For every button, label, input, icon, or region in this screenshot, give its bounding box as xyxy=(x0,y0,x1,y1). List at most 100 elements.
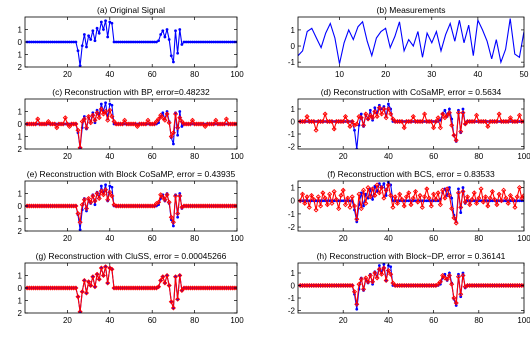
data-point xyxy=(166,199,172,205)
data-point xyxy=(363,275,369,281)
data-point xyxy=(358,276,364,282)
data-point xyxy=(176,51,180,55)
y-tick-label: 1 xyxy=(291,269,296,278)
data-point xyxy=(453,300,459,306)
y-tick-label: 2 xyxy=(18,309,23,318)
x-tick-label: 80 xyxy=(190,316,199,325)
data-point xyxy=(104,183,107,187)
data-point xyxy=(29,40,33,44)
data-point xyxy=(89,202,93,205)
subplot-6: (f) Reconstruction with BCS, error = 0.8… xyxy=(288,169,530,243)
y-tick-label: -2 xyxy=(288,223,296,232)
data-point xyxy=(188,40,192,44)
data-point xyxy=(158,277,164,284)
data-point xyxy=(78,228,82,231)
data-point xyxy=(359,276,363,280)
data-point xyxy=(388,111,394,117)
data-point xyxy=(151,203,157,209)
data-point xyxy=(158,112,164,118)
data-point xyxy=(453,137,459,143)
x-tick-label: 100 xyxy=(230,70,244,79)
data-point xyxy=(474,112,480,118)
data-point xyxy=(156,284,162,290)
data-point xyxy=(453,220,459,226)
data-point xyxy=(347,123,353,130)
data-point xyxy=(104,101,107,105)
data-point xyxy=(399,196,405,202)
data-point xyxy=(159,33,163,36)
data-point xyxy=(311,118,317,125)
data-point xyxy=(63,40,67,44)
data-point xyxy=(521,282,524,289)
x-tick-label: 20 xyxy=(339,152,348,161)
data-point xyxy=(73,121,79,127)
data-point xyxy=(70,40,74,44)
data-point xyxy=(435,190,441,196)
data-point xyxy=(88,120,94,126)
data-point xyxy=(155,40,158,44)
data-point xyxy=(234,285,237,291)
data-point xyxy=(177,115,183,121)
data-point xyxy=(331,188,337,195)
series-1 xyxy=(25,19,237,67)
data-point xyxy=(516,112,523,118)
data-point xyxy=(82,33,86,36)
data-point xyxy=(75,294,81,300)
data-point xyxy=(119,40,122,44)
series-1 xyxy=(298,102,524,149)
data-point xyxy=(440,272,446,279)
data-point xyxy=(77,219,83,225)
x-tick-label: 80 xyxy=(474,234,483,243)
data-point xyxy=(521,118,524,125)
data-point xyxy=(86,113,92,120)
x-tick-label: 80 xyxy=(474,152,483,161)
data-point xyxy=(356,281,362,287)
data-point xyxy=(514,194,520,200)
data-point xyxy=(459,211,463,214)
data-point xyxy=(457,187,460,191)
data-point xyxy=(449,122,455,128)
subplot-title: (g) Reconstruction with CluSS, error = 0… xyxy=(36,251,227,261)
data-point xyxy=(127,40,131,44)
x-tick-label: 60 xyxy=(429,152,438,161)
data-point xyxy=(144,40,148,44)
series-2 xyxy=(25,187,237,225)
data-point xyxy=(169,54,173,58)
data-point xyxy=(162,117,168,123)
data-point xyxy=(134,123,140,130)
data-point xyxy=(306,204,312,210)
data-point xyxy=(164,272,170,279)
data-point xyxy=(408,202,414,208)
data-point xyxy=(79,289,85,295)
data-point xyxy=(376,190,382,196)
data-point xyxy=(175,210,181,217)
data-point xyxy=(182,40,186,44)
data-point xyxy=(354,216,360,222)
data-point xyxy=(431,125,437,131)
data-point xyxy=(73,203,79,209)
data-point xyxy=(64,121,70,127)
data-point xyxy=(341,199,345,203)
data-point xyxy=(410,113,416,120)
data-point xyxy=(93,203,97,207)
data-point xyxy=(503,195,509,201)
data-point xyxy=(387,102,390,106)
data-point xyxy=(153,118,159,125)
data-point xyxy=(99,102,103,106)
data-point xyxy=(485,203,491,209)
data-point xyxy=(455,274,461,280)
y-tick-label: 1 xyxy=(18,26,23,35)
data-point xyxy=(390,116,396,122)
data-point xyxy=(111,118,117,125)
data-point xyxy=(446,110,452,116)
data-point xyxy=(81,277,87,284)
y-tick-label: -1 xyxy=(288,210,296,219)
data-point xyxy=(498,198,504,204)
data-point xyxy=(34,40,37,44)
data-point xyxy=(302,200,308,206)
data-point xyxy=(104,19,107,23)
data-point xyxy=(221,121,227,127)
data-point xyxy=(59,40,63,44)
data-point xyxy=(401,125,407,131)
data-point xyxy=(214,40,218,44)
